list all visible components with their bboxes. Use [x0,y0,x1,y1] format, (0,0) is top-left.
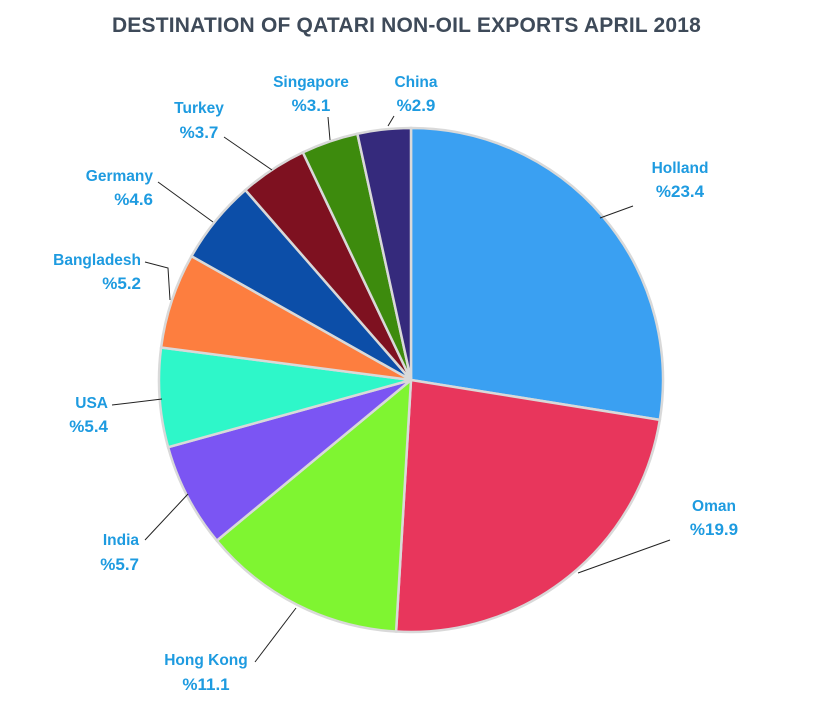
leader-line-usa [111,398,163,406]
slice-label-hong-kong: Hong Kong [164,652,248,669]
leader-line-hong-kong [254,607,297,663]
slice-value-germany: %4.6 [114,190,153,209]
leader-line-china [387,115,395,127]
slice-value-china: %2.9 [397,96,436,115]
pie-slice-india [166,378,412,543]
slice-label-germany: Germany [86,168,154,185]
slice-label-china: China [394,74,437,91]
slice-label-singapore: Singapore [273,74,349,91]
pie-slice-oman [394,378,662,634]
slice-label-oman: Oman [692,498,736,515]
pie-slice-china [355,126,413,381]
leader-line-bangladesh [144,261,171,301]
slice-value-holland: %23.4 [656,182,705,201]
pie-slice-hong-kong [215,377,413,633]
slice-value-bangladesh: %5.2 [102,274,141,293]
slice-value-hong-kong: %11.1 [182,675,229,694]
slice-value-turkey: %3.7 [180,123,219,142]
leader-line-turkey [223,136,273,171]
leader-line-holland [599,205,634,219]
slice-label-bangladesh: Bangladesh [53,252,141,269]
slice-label-holland: Holland [652,160,709,177]
leader-line-oman [577,539,671,574]
slice-value-singapore: %3.1 [292,96,331,115]
leader-line-germany [157,181,214,223]
leader-line-singapore [327,116,331,141]
slice-label-india: India [103,532,140,549]
slice-label-turkey: Turkey [174,100,224,117]
slice-label-usa: USA [75,395,108,412]
slice-value-usa: %5.4 [69,417,108,436]
slice-value-oman: %19.9 [690,520,738,539]
chart-title: DESTINATION OF QATARI NON-OIL EXPORTS AP… [111,14,702,37]
pie-slice-holland [409,126,665,422]
slice-value-india: %5.7 [100,555,139,574]
leader-line-india [144,493,189,541]
